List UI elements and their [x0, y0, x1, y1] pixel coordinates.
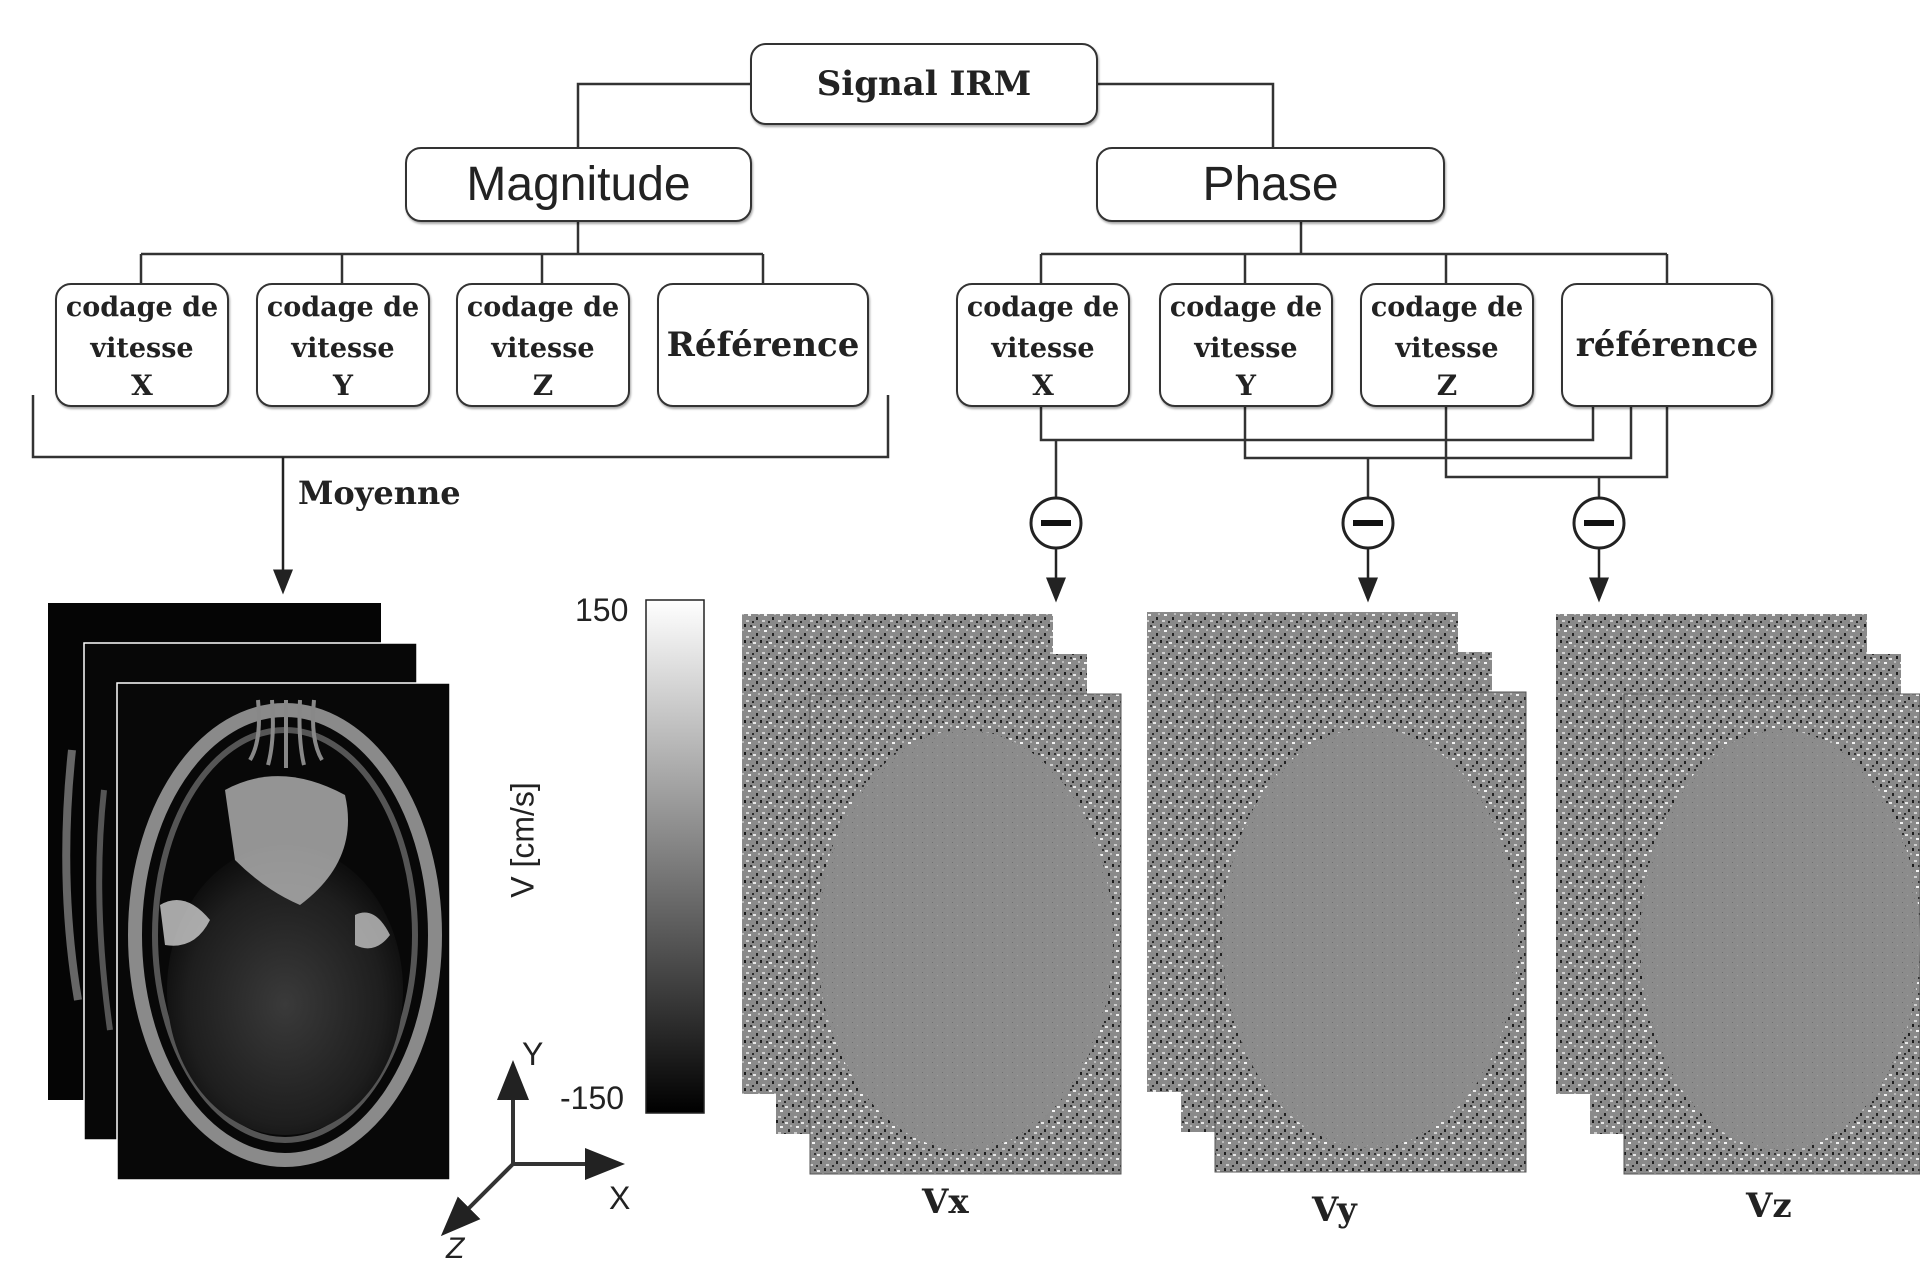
encoding-line2: vitesse	[1395, 333, 1499, 364]
signal-irm-box: Signal IRM	[750, 43, 1098, 125]
signal-irm-label: Signal IRM	[816, 64, 1032, 104]
bright-tissue	[160, 900, 210, 946]
phase-head	[1222, 728, 1518, 1148]
phase-stack-vz	[1556, 614, 1920, 1175]
minus-operator	[1341, 496, 1395, 550]
phase-reference-label: référence	[1575, 325, 1759, 365]
encoding-axis: Y	[333, 369, 353, 402]
phase-stack-vy	[1147, 612, 1527, 1173]
encoding-line2: vitesse	[291, 333, 395, 364]
encoding-line1: codage de	[966, 292, 1120, 323]
encoding-axis: X	[1032, 369, 1054, 402]
output-label-vx: Vx	[922, 1182, 969, 1222]
encoding-line2: vitesse	[90, 333, 194, 364]
encoding-axis: X	[131, 369, 153, 402]
encoding-line1: codage de	[266, 292, 420, 323]
minus-operator	[1029, 496, 1083, 550]
encoding-line2: vitesse	[1194, 333, 1298, 364]
phase-reference-box: référence	[1561, 283, 1773, 407]
phase-stack-vx	[742, 614, 1122, 1175]
encoding-line1: codage de	[466, 292, 620, 323]
magnitude-box: Magnitude	[405, 147, 752, 222]
nasal-structure	[248, 699, 324, 768]
magnitude-encoding-y: codage de vitesse Y	[256, 283, 430, 407]
bright-tissue	[225, 776, 348, 905]
magnitude-reference-label: Référence	[666, 325, 860, 365]
brain-region	[167, 845, 403, 1135]
minus-operator	[1572, 496, 1626, 550]
axis-label-x: X	[609, 1180, 631, 1216]
axis-label-y: Y	[522, 1036, 544, 1072]
colorbar-axis-label: V [cm/s]	[504, 782, 541, 898]
phase-subtraction-wiring	[1039, 405, 1669, 498]
magnitude-encoding-z: codage de vitesse Z	[456, 283, 630, 407]
magnitude-reference-box: Référence	[657, 283, 869, 407]
axis-label-z: Z	[446, 1232, 465, 1265]
tree-connectors	[139, 82, 1669, 283]
phase-encoding-x: codage de vitesse X	[956, 283, 1130, 407]
average-bracket	[31, 395, 890, 459]
output-label-vy: Vy	[1312, 1190, 1357, 1230]
phase-head	[1640, 730, 1920, 1150]
encoding-axis: Y	[1236, 369, 1256, 402]
moyenne-label: Moyenne	[298, 474, 461, 512]
bright-tissue	[355, 912, 390, 949]
encoding-line1: codage de	[1370, 292, 1524, 323]
colorbar	[645, 599, 705, 1114]
magnitude-image-stack	[48, 603, 451, 1181]
coordinate-axes	[440, 1060, 625, 1237]
encoding-line2: vitesse	[491, 333, 595, 364]
phase-encoding-z: codage de vitesse Z	[1360, 283, 1534, 407]
phase-encoding-y: codage de vitesse Y	[1159, 283, 1333, 407]
magnitude-label: Magnitude	[466, 158, 691, 211]
encoding-axis: Z	[1436, 369, 1458, 402]
encoding-axis: Z	[532, 369, 554, 402]
encoding-line2: vitesse	[991, 333, 1095, 364]
encoding-line1: codage de	[65, 292, 219, 323]
phase-head	[817, 730, 1113, 1150]
phase-label: Phase	[1202, 158, 1339, 211]
phase-box: Phase	[1096, 147, 1445, 222]
output-label-vz: Vz	[1746, 1186, 1792, 1226]
encoding-line1: codage de	[1169, 292, 1323, 323]
back-slice-outline	[62, 749, 82, 1001]
colorbar-min-label: -150	[560, 1080, 625, 1116]
magnitude-encoding-x: codage de vitesse X	[55, 283, 229, 407]
back-slice-outline	[96, 789, 113, 1031]
colorbar-max-label: 150	[575, 592, 629, 628]
